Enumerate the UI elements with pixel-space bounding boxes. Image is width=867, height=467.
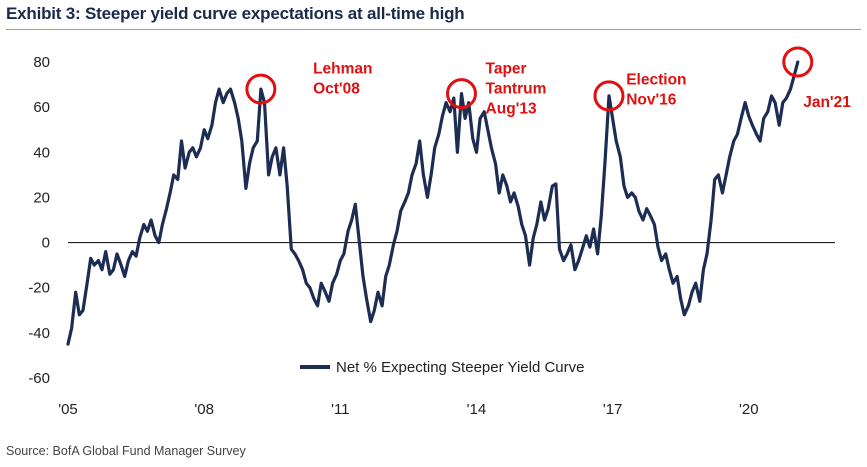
y-tick-label: 20 bbox=[33, 189, 50, 206]
y-tick-label: 60 bbox=[33, 99, 50, 116]
annotation-label: Taper bbox=[486, 60, 527, 77]
y-tick-label: 40 bbox=[33, 144, 50, 161]
x-tick-label: '05 bbox=[58, 401, 78, 418]
x-tick-label: '17 bbox=[603, 401, 623, 418]
annotation-circle bbox=[782, 46, 814, 78]
annotation-label: Lehman bbox=[313, 60, 372, 77]
annotation-label: Jan'21 bbox=[803, 94, 851, 111]
annotation-label: Nov'16 bbox=[626, 92, 677, 109]
annotation-circle bbox=[445, 78, 477, 110]
x-tick-label: '14 bbox=[467, 401, 487, 418]
annotation-label: Aug'13 bbox=[486, 100, 537, 117]
y-tick-label: -20 bbox=[28, 280, 50, 297]
y-tick-label: -60 bbox=[28, 370, 50, 387]
x-tick-label: '11 bbox=[331, 401, 349, 418]
chart-title: Exhibit 3: Steeper yield curve expectati… bbox=[6, 4, 465, 23]
source-note: Source: BofA Global Fund Manager Survey bbox=[6, 444, 246, 458]
title-divider bbox=[6, 29, 861, 30]
x-tick-label: '20 bbox=[739, 401, 759, 418]
x-tick-label: '08 bbox=[194, 401, 214, 418]
annotation-label: Election bbox=[626, 72, 686, 89]
annotation-label: Oct'08 bbox=[313, 80, 360, 97]
annotation-label: Tantrum bbox=[486, 80, 547, 97]
annotation-circle bbox=[593, 80, 625, 112]
y-tick-label: 0 bbox=[42, 235, 50, 252]
annotation-circle bbox=[245, 73, 277, 105]
y-tick-label: -40 bbox=[28, 325, 50, 342]
y-tick-label: 80 bbox=[33, 54, 50, 71]
series-line bbox=[66, 60, 800, 346]
legend-label: Net % Expecting Steeper Yield Curve bbox=[336, 359, 584, 376]
